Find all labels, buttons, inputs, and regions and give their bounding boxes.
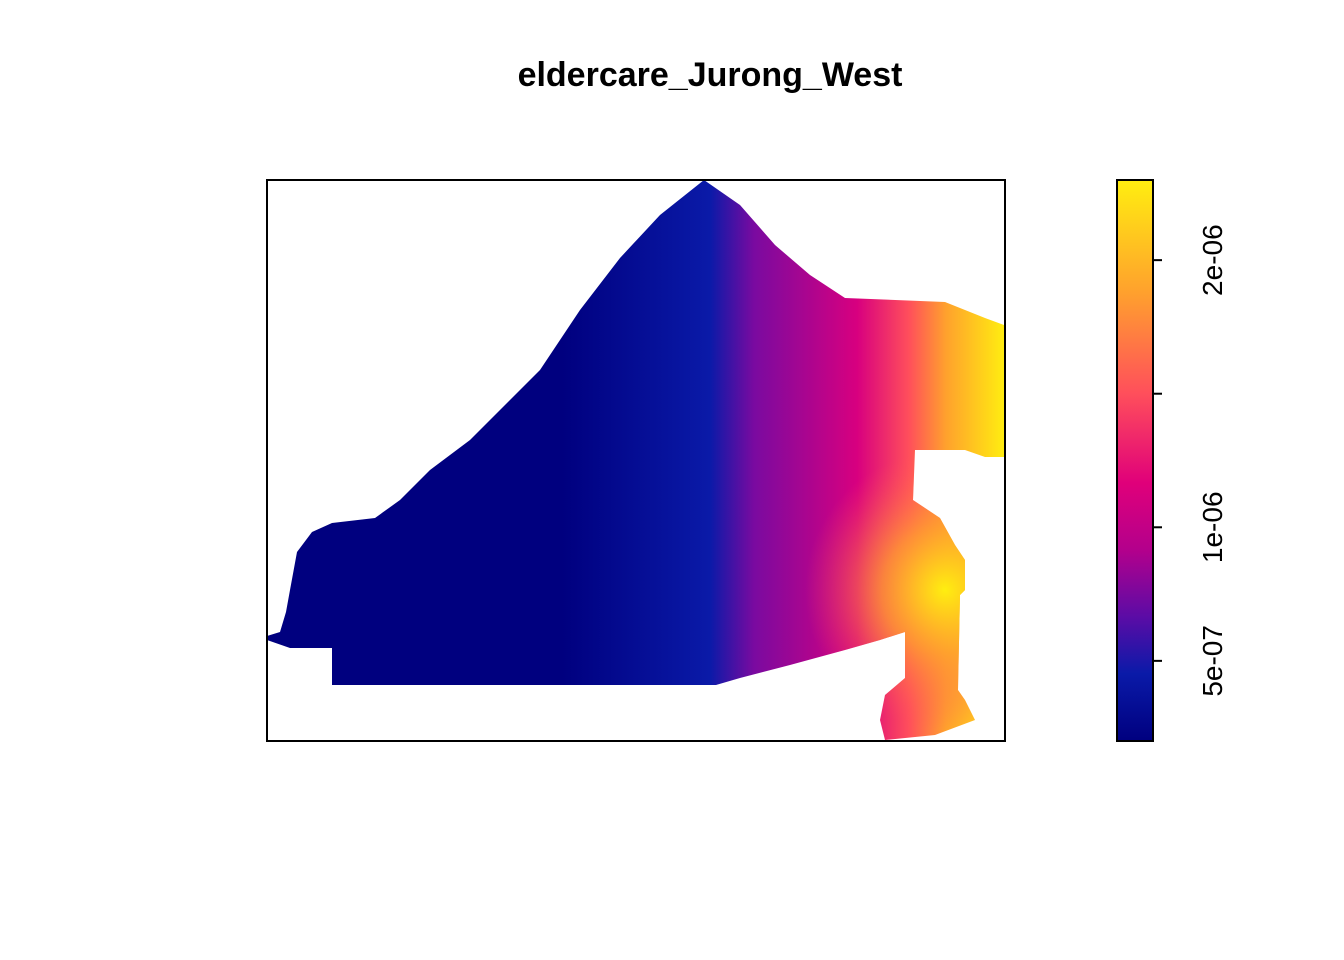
- colorbar-fill: [1117, 180, 1153, 741]
- colorbar-border: [1116, 179, 1154, 742]
- plot-frame: [266, 179, 1006, 742]
- colorbar-tick-label: 2e-06: [1197, 224, 1228, 296]
- colorbar-tick-label: 1e-06: [1197, 491, 1228, 563]
- map-region: [267, 180, 1004, 740]
- colorbar-tick-label: 5e-07: [1197, 625, 1228, 697]
- colorbar: 5e-07 1e-06 2e-06: [1116, 179, 1228, 742]
- colorbar-ticks: 5e-07 1e-06 2e-06: [1153, 224, 1228, 697]
- chart-title: eldercare_Jurong_West: [517, 56, 903, 94]
- density-hotspot: [267, 180, 1004, 740]
